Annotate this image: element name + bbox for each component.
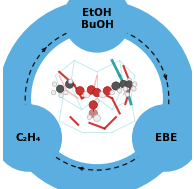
Circle shape [51, 90, 56, 95]
Circle shape [120, 80, 127, 88]
Circle shape [110, 90, 114, 95]
Circle shape [99, 91, 106, 98]
Circle shape [83, 91, 90, 98]
Circle shape [76, 87, 84, 95]
Circle shape [123, 87, 128, 91]
Text: EBE: EBE [155, 133, 177, 143]
Circle shape [127, 78, 131, 83]
Circle shape [56, 85, 64, 93]
Circle shape [0, 105, 61, 171]
Circle shape [89, 109, 97, 118]
Circle shape [93, 88, 101, 97]
Circle shape [59, 93, 63, 98]
Circle shape [125, 92, 130, 97]
Circle shape [68, 79, 73, 84]
Circle shape [52, 82, 57, 86]
Circle shape [89, 101, 97, 109]
Circle shape [126, 81, 133, 88]
Circle shape [133, 105, 194, 171]
Circle shape [112, 82, 120, 90]
Circle shape [65, 80, 74, 88]
Circle shape [87, 86, 95, 94]
Circle shape [87, 115, 92, 119]
Circle shape [94, 115, 100, 122]
Text: EtOH
BuOH: EtOH BuOH [81, 8, 113, 30]
Circle shape [64, 90, 68, 95]
Text: C₂H₄: C₂H₄ [16, 133, 41, 143]
Circle shape [117, 88, 122, 93]
Circle shape [132, 87, 136, 91]
Circle shape [133, 82, 137, 86]
Circle shape [95, 99, 99, 103]
Circle shape [103, 87, 112, 95]
Circle shape [64, 0, 130, 52]
Circle shape [32, 33, 162, 163]
